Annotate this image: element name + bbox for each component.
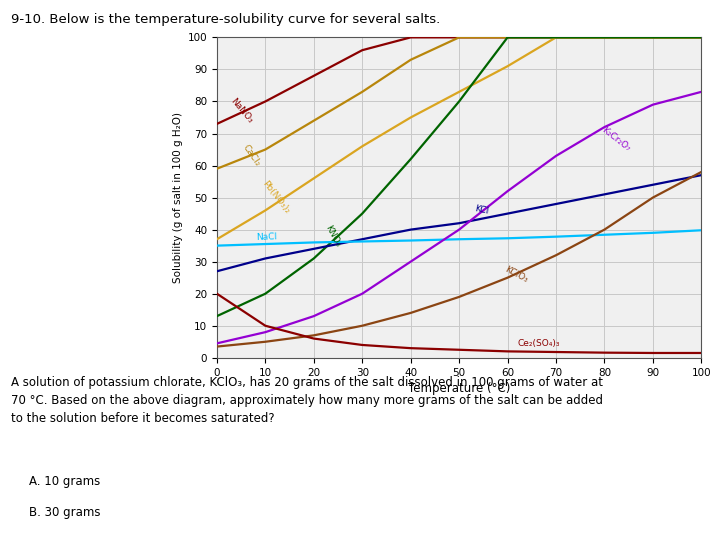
Text: CaCl₂: CaCl₂	[241, 144, 262, 168]
Text: 9-10. Below is the temperature-solubility curve for several salts.: 9-10. Below is the temperature-solubilit…	[11, 13, 440, 26]
Text: KCl: KCl	[474, 205, 489, 216]
Text: KClO₃: KClO₃	[502, 265, 529, 284]
Text: Pb(NO₃)₂: Pb(NO₃)₂	[260, 179, 291, 216]
X-axis label: Temperature (°C): Temperature (°C)	[408, 382, 510, 395]
Text: Ce₂(SO₄)₃: Ce₂(SO₄)₃	[517, 339, 560, 348]
Text: B. 30 grams: B. 30 grams	[29, 506, 100, 519]
Text: NaNO₃: NaNO₃	[229, 97, 255, 125]
Text: NaCl: NaCl	[256, 233, 277, 242]
Text: KNO₃: KNO₃	[323, 224, 342, 248]
Y-axis label: Solubility (g of salt in 100 g H₂O): Solubility (g of salt in 100 g H₂O)	[174, 112, 184, 283]
Text: K₂Cr₂O₇: K₂Cr₂O₇	[599, 126, 632, 154]
Text: A solution of potassium chlorate, KClO₃, has 20 grams of the salt dissolved in 1: A solution of potassium chlorate, KClO₃,…	[11, 376, 603, 426]
Text: A. 10 grams: A. 10 grams	[29, 475, 100, 488]
